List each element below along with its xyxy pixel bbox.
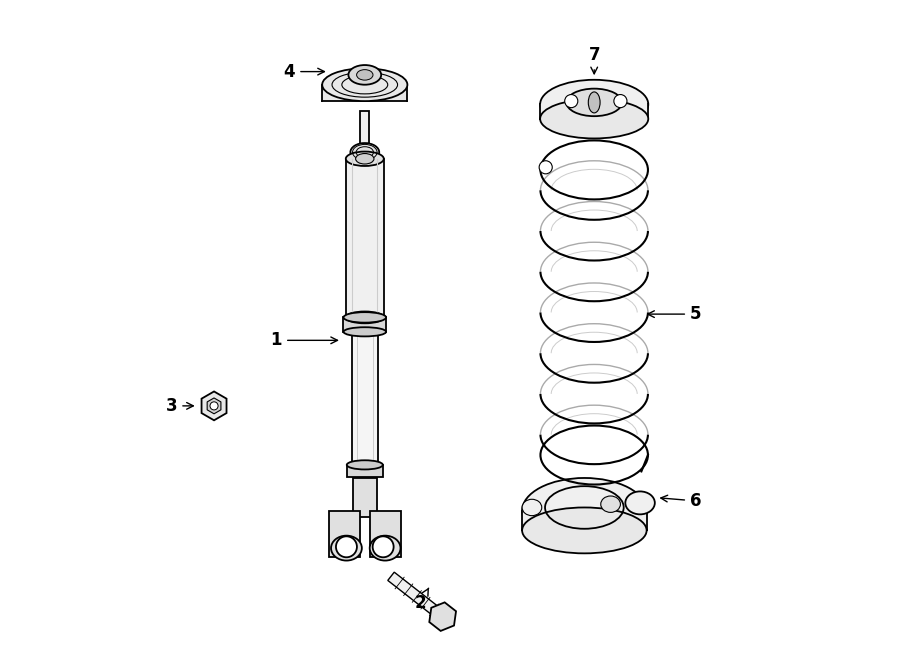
Polygon shape: [429, 602, 456, 631]
Ellipse shape: [566, 89, 622, 116]
Text: 1: 1: [271, 331, 338, 349]
Polygon shape: [344, 317, 386, 332]
Circle shape: [210, 402, 218, 410]
Ellipse shape: [346, 151, 383, 166]
Ellipse shape: [522, 499, 542, 516]
Ellipse shape: [540, 99, 648, 138]
Polygon shape: [202, 391, 227, 420]
Polygon shape: [353, 478, 376, 518]
Polygon shape: [207, 398, 220, 414]
Ellipse shape: [350, 143, 379, 161]
Circle shape: [614, 95, 627, 108]
Text: 6: 6: [661, 492, 701, 510]
Polygon shape: [522, 511, 646, 530]
Ellipse shape: [331, 535, 362, 561]
Polygon shape: [360, 111, 369, 150]
Ellipse shape: [370, 535, 400, 561]
Polygon shape: [328, 511, 359, 557]
Ellipse shape: [356, 153, 374, 164]
Polygon shape: [370, 511, 400, 557]
Polygon shape: [352, 334, 378, 465]
Ellipse shape: [356, 69, 373, 80]
Polygon shape: [346, 159, 383, 317]
Circle shape: [336, 536, 357, 557]
Text: 7: 7: [589, 46, 600, 74]
Polygon shape: [388, 572, 446, 621]
Ellipse shape: [322, 68, 408, 101]
Polygon shape: [540, 104, 648, 119]
Ellipse shape: [589, 92, 600, 113]
Text: 5: 5: [648, 305, 701, 323]
Text: 4: 4: [284, 63, 324, 81]
Text: 2: 2: [415, 588, 428, 611]
Ellipse shape: [540, 80, 648, 129]
Ellipse shape: [601, 496, 620, 512]
Ellipse shape: [344, 312, 386, 323]
Circle shape: [539, 161, 553, 174]
Polygon shape: [346, 465, 382, 477]
Circle shape: [564, 95, 578, 108]
Ellipse shape: [346, 311, 383, 323]
Text: 3: 3: [166, 397, 194, 415]
Polygon shape: [322, 85, 408, 101]
Ellipse shape: [626, 491, 655, 514]
Ellipse shape: [344, 327, 386, 336]
Ellipse shape: [346, 460, 382, 469]
Circle shape: [373, 536, 393, 557]
Ellipse shape: [522, 508, 646, 553]
Ellipse shape: [348, 65, 382, 85]
Ellipse shape: [522, 478, 646, 543]
